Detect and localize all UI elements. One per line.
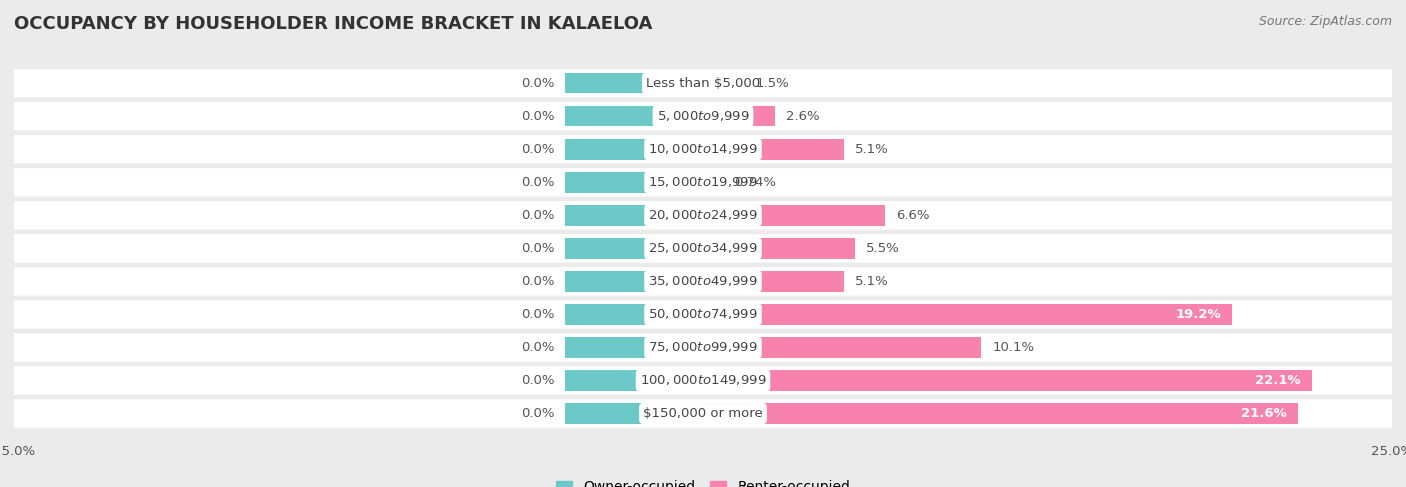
Text: 0.0%: 0.0% xyxy=(520,407,554,420)
Text: 1.5%: 1.5% xyxy=(755,77,789,90)
Text: 2.6%: 2.6% xyxy=(786,110,820,123)
Bar xyxy=(703,73,744,94)
Bar xyxy=(703,403,1298,424)
Bar xyxy=(565,238,703,259)
Text: 0.0%: 0.0% xyxy=(520,308,554,321)
Text: OCCUPANCY BY HOUSEHOLDER INCOME BRACKET IN KALAELOA: OCCUPANCY BY HOUSEHOLDER INCOME BRACKET … xyxy=(14,15,652,33)
Text: 10.1%: 10.1% xyxy=(993,341,1035,354)
Text: 0.0%: 0.0% xyxy=(520,341,554,354)
Text: $75,000 to $99,999: $75,000 to $99,999 xyxy=(648,340,758,355)
Text: 0.0%: 0.0% xyxy=(520,143,554,156)
FancyBboxPatch shape xyxy=(6,201,1400,229)
Text: 5.5%: 5.5% xyxy=(866,242,900,255)
Bar xyxy=(703,172,724,192)
Bar xyxy=(703,370,1312,391)
Bar xyxy=(565,337,703,358)
Bar xyxy=(703,337,981,358)
Text: $15,000 to $19,999: $15,000 to $19,999 xyxy=(648,175,758,189)
Text: Less than $5,000: Less than $5,000 xyxy=(645,77,761,90)
FancyBboxPatch shape xyxy=(6,366,1400,394)
Text: $50,000 to $74,999: $50,000 to $74,999 xyxy=(648,307,758,321)
FancyBboxPatch shape xyxy=(6,168,1400,197)
Bar xyxy=(703,271,844,292)
Text: 0.74%: 0.74% xyxy=(734,176,776,189)
Bar xyxy=(565,403,703,424)
Text: $10,000 to $14,999: $10,000 to $14,999 xyxy=(648,142,758,156)
Bar xyxy=(565,139,703,160)
Text: 0.0%: 0.0% xyxy=(520,110,554,123)
Text: 5.1%: 5.1% xyxy=(855,275,889,288)
Text: $35,000 to $49,999: $35,000 to $49,999 xyxy=(648,274,758,288)
Text: 19.2%: 19.2% xyxy=(1175,308,1220,321)
Text: Source: ZipAtlas.com: Source: ZipAtlas.com xyxy=(1258,15,1392,28)
Text: 22.1%: 22.1% xyxy=(1256,374,1301,387)
FancyBboxPatch shape xyxy=(6,135,1400,164)
FancyBboxPatch shape xyxy=(6,234,1400,262)
Text: $100,000 to $149,999: $100,000 to $149,999 xyxy=(640,374,766,388)
Bar xyxy=(565,106,703,127)
Text: $20,000 to $24,999: $20,000 to $24,999 xyxy=(648,208,758,223)
Bar xyxy=(703,106,775,127)
Bar xyxy=(703,205,884,225)
Bar xyxy=(565,304,703,325)
FancyBboxPatch shape xyxy=(6,267,1400,296)
FancyBboxPatch shape xyxy=(6,300,1400,329)
FancyBboxPatch shape xyxy=(6,69,1400,97)
Bar xyxy=(703,238,855,259)
Text: 21.6%: 21.6% xyxy=(1241,407,1288,420)
Text: 0.0%: 0.0% xyxy=(520,374,554,387)
Bar xyxy=(703,139,844,160)
Text: 0.0%: 0.0% xyxy=(520,176,554,189)
Text: 0.0%: 0.0% xyxy=(520,275,554,288)
Legend: Owner-occupied, Renter-occupied: Owner-occupied, Renter-occupied xyxy=(550,475,856,487)
Text: 6.6%: 6.6% xyxy=(896,209,929,222)
Bar xyxy=(565,271,703,292)
Text: $5,000 to $9,999: $5,000 to $9,999 xyxy=(657,109,749,123)
Bar xyxy=(565,172,703,192)
FancyBboxPatch shape xyxy=(6,399,1400,428)
FancyBboxPatch shape xyxy=(6,333,1400,362)
Bar xyxy=(565,73,703,94)
Text: 0.0%: 0.0% xyxy=(520,77,554,90)
Text: 5.1%: 5.1% xyxy=(855,143,889,156)
Bar xyxy=(565,370,703,391)
Text: $150,000 or more: $150,000 or more xyxy=(643,407,763,420)
Text: 0.0%: 0.0% xyxy=(520,242,554,255)
Text: 0.0%: 0.0% xyxy=(520,209,554,222)
Text: $25,000 to $34,999: $25,000 to $34,999 xyxy=(648,242,758,255)
Bar xyxy=(703,304,1232,325)
Bar xyxy=(565,205,703,225)
FancyBboxPatch shape xyxy=(6,102,1400,131)
